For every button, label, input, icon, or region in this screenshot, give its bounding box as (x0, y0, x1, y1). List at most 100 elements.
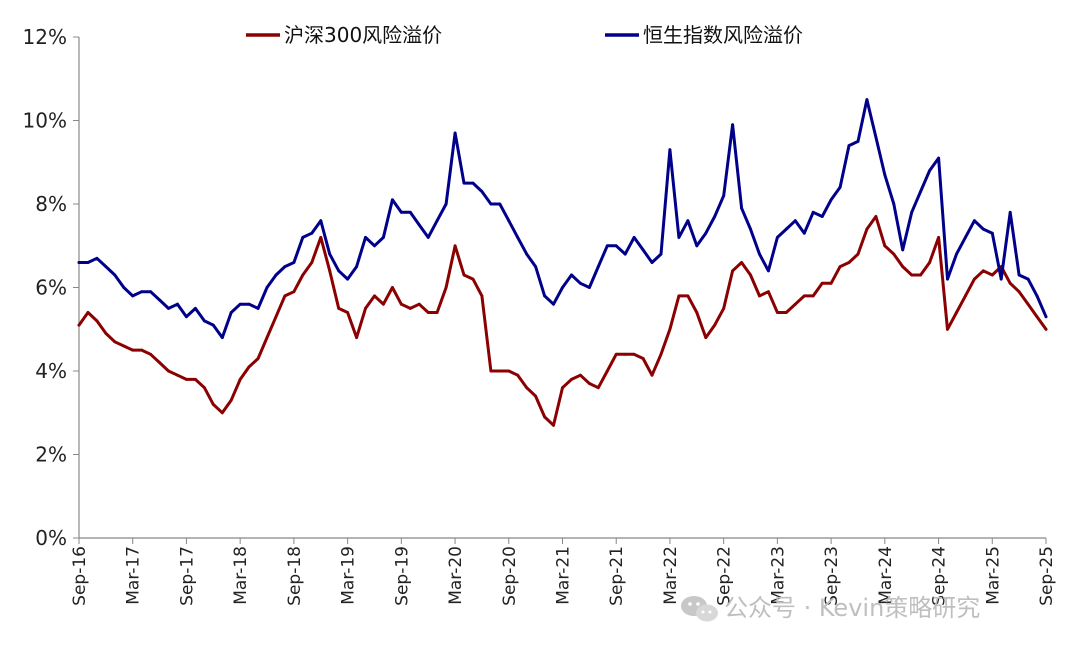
data-point (579, 281, 582, 285)
data-point (892, 252, 896, 256)
data-point (811, 210, 815, 214)
data-point (382, 302, 385, 306)
data-point (149, 352, 153, 356)
data-point (265, 336, 269, 339)
data-point (695, 244, 699, 248)
data-point (176, 373, 179, 377)
data-point (220, 336, 224, 339)
y-tick-label: 0% (35, 526, 67, 550)
data-point (283, 294, 287, 298)
data-point (113, 273, 117, 277)
data-point (641, 357, 645, 360)
data-point (793, 219, 797, 223)
data-point (928, 261, 931, 264)
data-point (964, 294, 967, 298)
data-point (203, 319, 206, 323)
data-point (784, 227, 788, 231)
data-point (973, 277, 976, 281)
data-point (829, 198, 833, 202)
data-point (605, 369, 609, 373)
data-point (776, 311, 779, 314)
data-point (767, 290, 770, 294)
data-point (480, 190, 484, 193)
data-point (435, 219, 439, 223)
wechat-icon (681, 596, 718, 622)
data-point (740, 261, 743, 264)
data-point (203, 386, 206, 390)
x-tick-label: Sep-25 (1037, 546, 1057, 606)
data-point (265, 286, 269, 289)
data-point (408, 210, 412, 214)
data-point (883, 173, 887, 177)
data-point (167, 307, 170, 310)
data-point (659, 252, 663, 256)
data-point (874, 135, 878, 139)
data-point (149, 290, 153, 294)
data-point (919, 273, 922, 277)
data-point (534, 394, 537, 398)
x-tick-label: Sep-18 (285, 546, 305, 606)
data-point (211, 403, 215, 406)
data-point (910, 273, 914, 277)
data-point (211, 323, 215, 327)
data-point (301, 273, 305, 277)
data-point (838, 185, 842, 189)
data-point (588, 382, 591, 385)
data-point (310, 231, 314, 235)
data-point (247, 302, 251, 306)
data-point (990, 273, 994, 277)
data-point (596, 386, 600, 390)
data-point (668, 327, 672, 331)
data-point (364, 236, 367, 239)
data-point (1044, 315, 1048, 319)
x-tick-label: Sep-16 (70, 546, 90, 606)
legend-label-hs300: 沪深300风险溢价 (284, 23, 442, 47)
data-point (623, 252, 627, 256)
data-point (516, 236, 520, 239)
data-point (981, 269, 985, 273)
data-point (256, 357, 260, 360)
data-point (901, 265, 905, 268)
x-tick-label: Mar-17 (124, 546, 144, 605)
data-point (417, 302, 421, 306)
y-tick-label: 4% (35, 359, 67, 383)
data-point (820, 281, 824, 285)
data-point (391, 198, 394, 202)
data-point (310, 261, 314, 264)
data-point (301, 236, 305, 239)
legend-item-hs300: 沪深300风险溢价 (246, 23, 442, 47)
data-point (122, 286, 126, 289)
data-point (937, 156, 940, 160)
data-point (847, 261, 851, 264)
data-point (865, 227, 869, 231)
data-point (838, 265, 842, 268)
data-point (874, 215, 878, 218)
y-tick-label: 6% (35, 276, 67, 300)
data-point (453, 244, 457, 248)
data-point (605, 244, 609, 248)
data-point (489, 202, 493, 206)
data-point (77, 261, 81, 264)
data-point (525, 252, 529, 256)
data-point (686, 294, 690, 298)
data-point (462, 181, 466, 185)
x-tick-label: Sep-21 (607, 546, 627, 606)
x-tick-label: Mar-21 (554, 546, 574, 605)
data-point (1035, 315, 1039, 319)
data-point (185, 378, 188, 381)
data-point (399, 210, 403, 214)
data-point (1017, 290, 1021, 294)
data-point (722, 307, 726, 310)
data-point (140, 290, 144, 294)
data-point (238, 378, 242, 381)
data-point (999, 277, 1003, 281)
data-point (767, 269, 770, 273)
data-point (981, 227, 985, 231)
data-point (417, 223, 421, 227)
data-point (95, 256, 99, 260)
data-point (623, 352, 627, 356)
data-point (274, 273, 278, 277)
data-point (614, 244, 618, 248)
